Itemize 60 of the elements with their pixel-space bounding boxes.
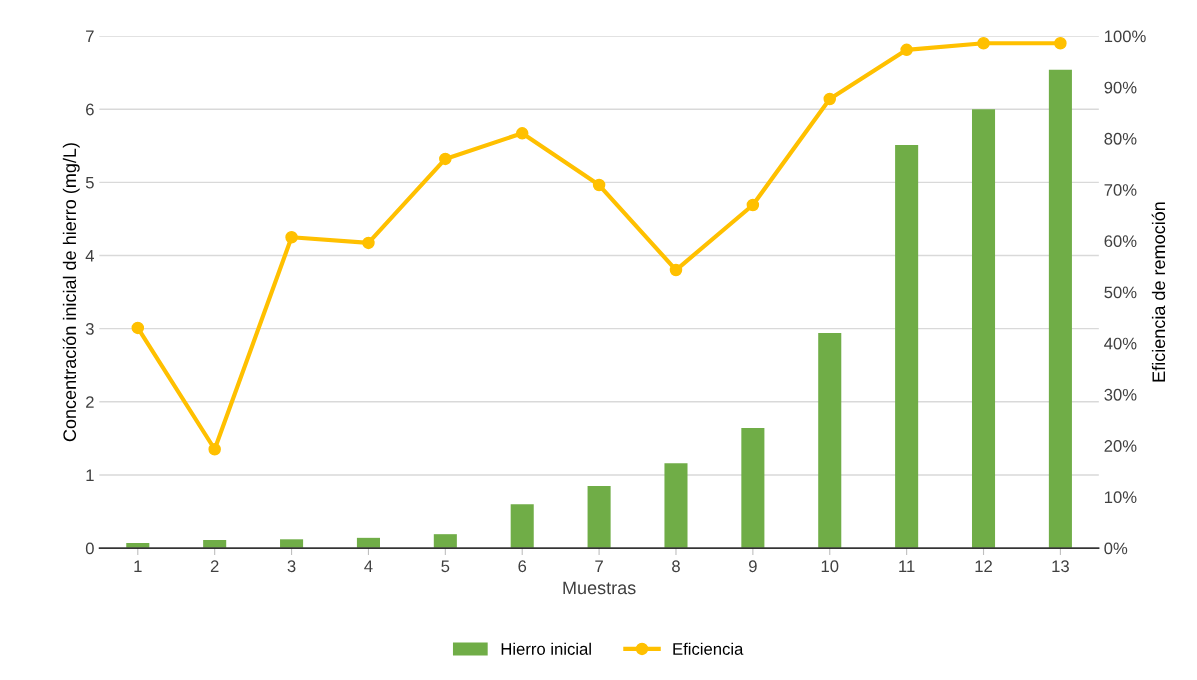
y-tick-label: 1 <box>86 469 94 481</box>
bar <box>741 428 765 549</box>
point <box>977 36 990 50</box>
bar <box>895 145 919 549</box>
bar <box>818 333 842 549</box>
point <box>669 263 683 277</box>
bar <box>1048 69 1072 549</box>
y-tick-label: 2 <box>86 396 94 408</box>
x-tick-label: 5 <box>441 560 450 573</box>
point <box>592 178 606 192</box>
point <box>362 236 375 250</box>
y-tick-label: 6 <box>86 103 94 116</box>
y-tick-label: 4 <box>85 250 94 262</box>
y2-tick-label: 70% <box>1104 184 1137 196</box>
y2-tick-label: 0% <box>1104 542 1128 555</box>
x-axis-title: Muestras <box>563 581 636 595</box>
x-tick-label: 13 <box>1052 560 1069 573</box>
legend-label: Hierro inicial <box>501 642 591 655</box>
y-tick-label: 5 <box>85 176 94 189</box>
point <box>746 198 760 212</box>
point <box>515 127 529 140</box>
y-tick-label: 3 <box>85 323 94 335</box>
y-tick-label: 0 <box>85 542 94 555</box>
x-tick-label: 1 <box>134 560 142 572</box>
y2-tick-label: 30% <box>1104 388 1137 401</box>
point <box>208 443 221 456</box>
y2-axis-title: Eficiencia de remoción <box>1151 202 1166 382</box>
y2-tick-label: 10% <box>1104 491 1137 504</box>
x-tick-label: 10 <box>821 560 839 573</box>
x-tick-label: 6 <box>518 560 527 573</box>
point <box>131 321 145 335</box>
x-tick-label: 8 <box>672 560 680 573</box>
point <box>439 152 452 166</box>
point <box>285 231 298 244</box>
y-tick-label: 7 <box>86 30 94 43</box>
point <box>823 92 837 106</box>
y2-tick-label: 100% <box>1104 30 1146 43</box>
y2-tick-label: 80% <box>1104 132 1137 145</box>
point <box>1054 36 1067 50</box>
bar <box>433 534 457 549</box>
x-tick-label: 7 <box>595 560 603 572</box>
y2-tick-label: 60% <box>1104 235 1137 248</box>
x-tick-label: 4 <box>364 560 373 572</box>
y2-tick-label: 20% <box>1104 440 1137 452</box>
y-axis-title: Concentración inicial de hierro (mg/L) <box>62 143 80 442</box>
y2-tick-label: 90% <box>1104 81 1137 94</box>
y2-tick-label: 50% <box>1104 286 1137 299</box>
bar <box>664 463 688 549</box>
bar <box>971 109 996 549</box>
x-tick-label: 12 <box>975 560 992 572</box>
x-tick-label: 9 <box>749 560 757 573</box>
x-tick-label: 11 <box>899 560 915 572</box>
bar <box>587 485 611 549</box>
x-tick-label: 2 <box>210 560 219 572</box>
bar <box>510 504 534 549</box>
x-tick-label: 3 <box>287 560 296 573</box>
bar <box>280 539 304 549</box>
y2-tick-label: 40% <box>1104 337 1137 350</box>
legend-label: Eficiencia <box>673 642 744 655</box>
point <box>900 43 913 57</box>
